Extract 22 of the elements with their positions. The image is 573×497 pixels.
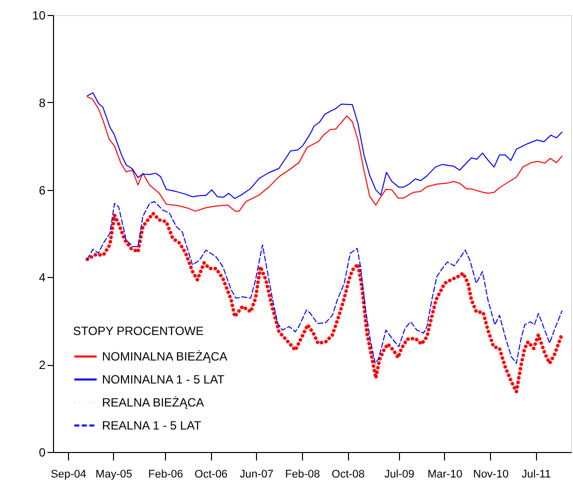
x-tick-label: Mar-10 xyxy=(427,468,462,480)
x-tick-label: Jul-11 xyxy=(522,468,551,480)
legend-title: STOPY PROCENTOWE xyxy=(73,324,204,338)
y-tick-label: 4 xyxy=(38,270,46,285)
legend-label: NOMINALNA BIEŻĄCA xyxy=(102,350,228,364)
y-tick-label: 8 xyxy=(38,96,46,110)
x-tick-label: Oct-06 xyxy=(194,468,228,480)
y-tick-label: 6 xyxy=(38,183,46,198)
x-tick-label: Feb-06 xyxy=(148,468,184,480)
x-tick-label: Nov-10 xyxy=(473,468,509,480)
y-tick-label: 0 xyxy=(38,446,46,460)
x-tick-label: May-05 xyxy=(96,468,132,480)
x-tick-label: Sep-04 xyxy=(50,468,86,480)
x-tick-label: Oct-08 xyxy=(332,468,365,480)
x-tick-label: Feb-08 xyxy=(285,468,320,480)
x-tick-label: Jun-07 xyxy=(240,468,274,480)
x-tick-label: Jul-09 xyxy=(384,468,414,480)
legend-label: REALNA BIEŻĄCA xyxy=(102,396,204,410)
legend-label: REALNA 1 - 5 LAT xyxy=(102,418,202,432)
legend-label: NOMINALNA 1 - 5 LAT xyxy=(102,372,226,386)
y-tick-label: 2 xyxy=(38,358,46,372)
y-tick-label: 10 xyxy=(32,8,46,22)
